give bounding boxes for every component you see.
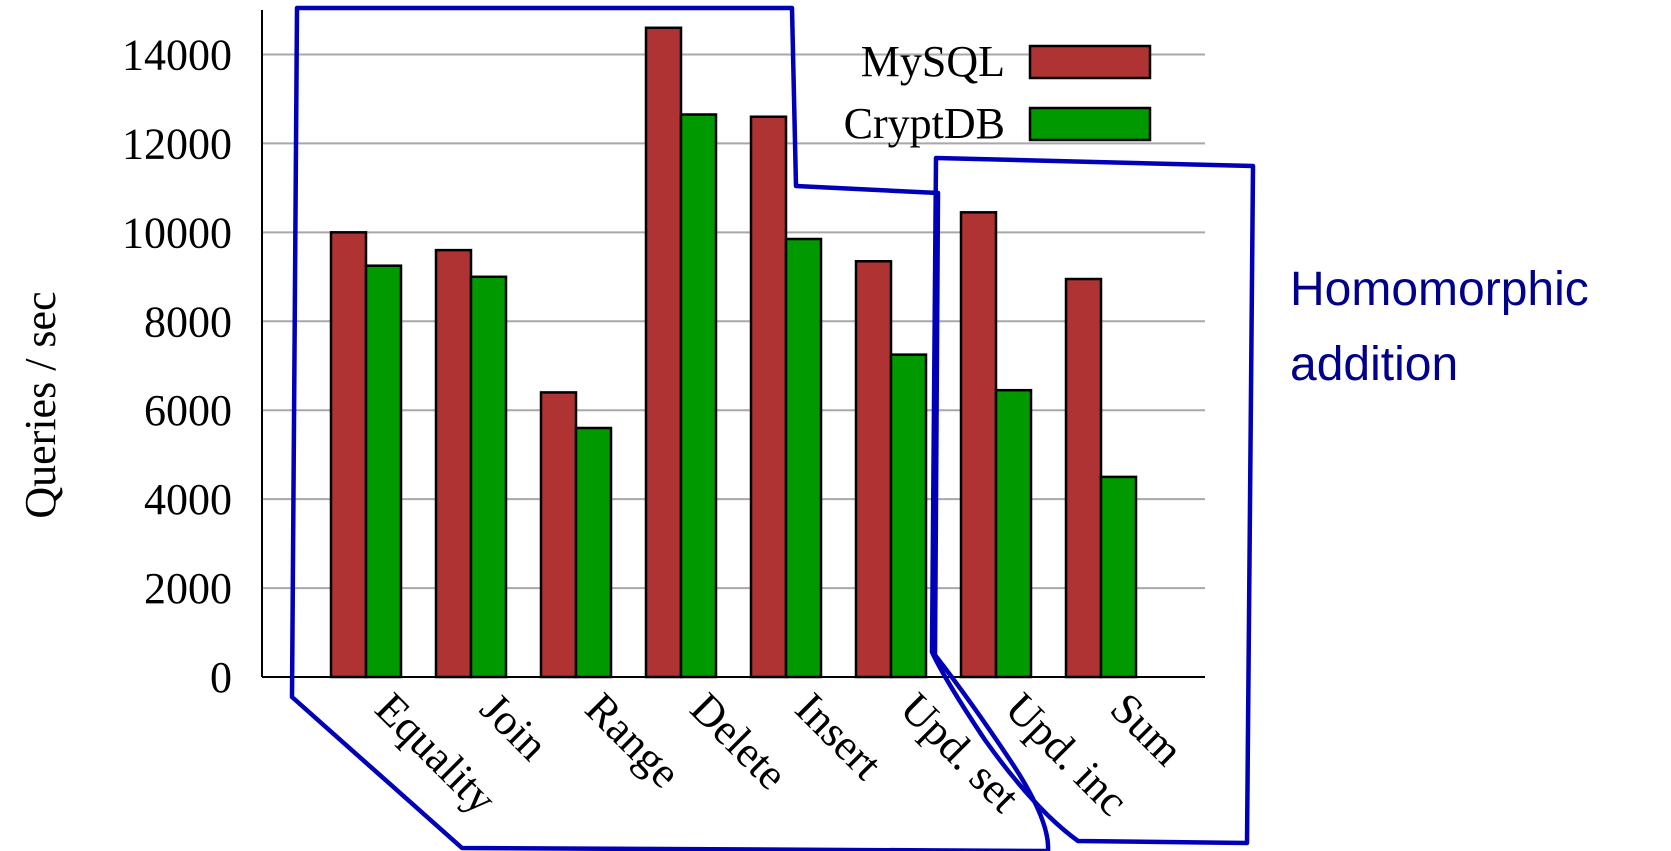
bar-cryptdb-delete — [679, 113, 718, 679]
y-axis-label: Queries / sec — [16, 291, 65, 518]
bar-mysql-equality — [329, 231, 368, 679]
region-outline-standard-queries — [289, 5, 1051, 851]
bar-mysql-range — [539, 391, 578, 679]
bar-cryptdb-upd-set — [889, 353, 928, 679]
region-outline-homomorphic-addition — [929, 155, 1256, 846]
y-tick-label: 8000 — [144, 297, 232, 346]
annotation-line: Homomorphic — [1290, 263, 1589, 316]
legend-label: CryptDB — [844, 99, 1005, 148]
x-tick-label: Insert — [786, 683, 891, 788]
bar-cryptdb-join — [469, 275, 508, 679]
annotation-line: addition — [1290, 338, 1458, 391]
legend-swatch — [1028, 106, 1152, 142]
axes — [261, 10, 1205, 678]
y-tick-labels: 0 2000 4000 6000 8000 10000 12000 14000 — [122, 30, 232, 702]
bars — [329, 26, 1138, 679]
x-tick-label: Range — [576, 683, 690, 797]
legend: MySQL CryptDB — [844, 37, 1152, 148]
bar-mysql-sum — [1064, 277, 1103, 679]
bar-mysql-delete — [644, 26, 683, 679]
y-tick-label: 6000 — [144, 386, 232, 435]
bar-cryptdb-equality — [364, 264, 403, 679]
y-tick-label: 14000 — [122, 30, 232, 79]
annotation-homomorphic-addition: Homomorphic addition — [1290, 263, 1589, 391]
region-outlines — [289, 5, 1256, 851]
x-tick-label: Sum — [1101, 683, 1193, 775]
bar-mysql-upd-inc — [959, 211, 998, 679]
y-tick-label: 2000 — [144, 564, 232, 613]
legend-label: MySQL — [861, 37, 1005, 86]
x-tick-label: Delete — [681, 683, 797, 799]
bar-mysql-join — [434, 248, 473, 679]
y-tick-label: 10000 — [122, 208, 232, 257]
bar-cryptdb-insert — [784, 237, 823, 679]
legend-swatch — [1028, 44, 1152, 80]
x-tick-label: Join — [471, 683, 558, 770]
y-tick-label: 12000 — [122, 119, 232, 168]
bar-mysql-insert — [749, 115, 788, 679]
y-tick-label: 4000 — [144, 475, 232, 524]
bar-cryptdb-upd-inc — [994, 388, 1033, 679]
bar-mysql-upd-set — [854, 259, 893, 679]
y-tick-label: 0 — [210, 653, 232, 702]
gridlines — [262, 53, 1205, 590]
bar-cryptdb-sum — [1099, 475, 1138, 679]
bar-cryptdb-range — [574, 426, 613, 679]
